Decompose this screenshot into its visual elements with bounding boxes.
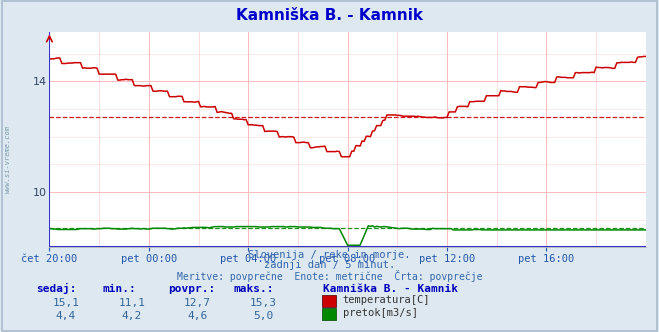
Text: 15,3: 15,3 <box>250 298 277 308</box>
Text: 11,1: 11,1 <box>119 298 145 308</box>
Text: 4,6: 4,6 <box>188 311 208 321</box>
Text: 15,1: 15,1 <box>53 298 79 308</box>
Text: sedaj:: sedaj: <box>36 283 76 294</box>
Text: min.:: min.: <box>102 284 136 294</box>
Text: Meritve: povprečne  Enote: metrične  Črta: povprečje: Meritve: povprečne Enote: metrične Črta:… <box>177 270 482 282</box>
Text: 4,4: 4,4 <box>56 311 76 321</box>
Text: temperatura[C]: temperatura[C] <box>343 295 430 305</box>
Text: Slovenija / reke in morje.: Slovenija / reke in morje. <box>248 250 411 260</box>
Text: 12,7: 12,7 <box>185 298 211 308</box>
Text: zadnji dan / 5 minut.: zadnji dan / 5 minut. <box>264 260 395 270</box>
Text: maks.:: maks.: <box>234 284 274 294</box>
Text: Kamniška B. - Kamnik: Kamniška B. - Kamnik <box>323 284 458 294</box>
Text: pretok[m3/s]: pretok[m3/s] <box>343 308 418 318</box>
Text: povpr.:: povpr.: <box>168 284 215 294</box>
Text: 4,2: 4,2 <box>122 311 142 321</box>
Text: Kamniška B. - Kamnik: Kamniška B. - Kamnik <box>236 8 423 23</box>
Text: 5,0: 5,0 <box>254 311 273 321</box>
Text: www.si-vreme.com: www.si-vreme.com <box>5 125 11 193</box>
